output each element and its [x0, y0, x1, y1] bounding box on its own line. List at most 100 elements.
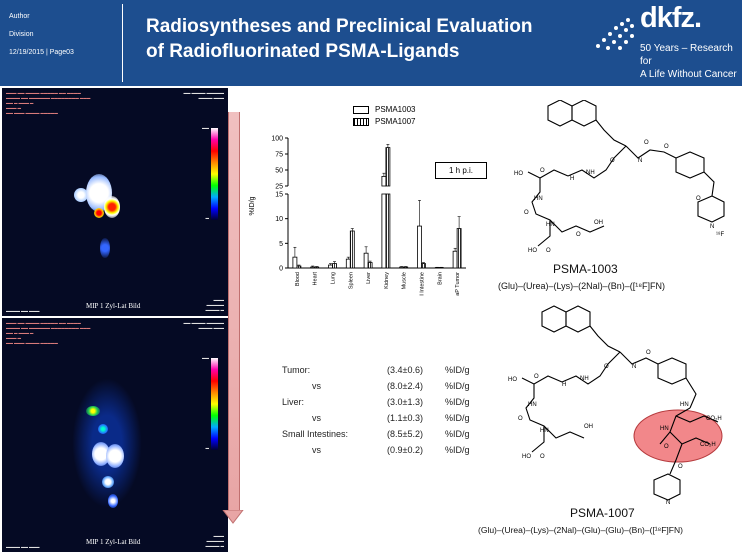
svg-text:HN: HN	[528, 402, 537, 408]
y-tick-label: 5	[279, 241, 283, 248]
stat-row: Liver: (3.0±1.3) %ID/g	[282, 397, 522, 413]
uptake-spot	[86, 406, 100, 416]
stat-value: (1.1±0.3)	[387, 413, 423, 423]
svg-text:¹⁸F: ¹⁸F	[716, 231, 725, 238]
stat-unit: %ID/g	[445, 445, 470, 455]
tagline-line-1: 50 Years – Research for	[640, 43, 733, 67]
svg-text:N: N	[638, 158, 642, 164]
svg-text:N: N	[632, 364, 636, 370]
svg-text:H: H	[570, 176, 574, 182]
svg-text:OH: OH	[594, 220, 603, 226]
legend-label: PSMA1007	[375, 117, 416, 126]
svg-text:HO: HO	[514, 171, 523, 177]
x-tick-label: Blood	[295, 272, 301, 286]
legend-swatch-hatched	[353, 118, 369, 126]
stat-row: vs (8.0±2.4) %ID/g	[282, 381, 522, 397]
stat-unit: %ID/g	[445, 429, 470, 439]
colorbar-min-mark: ▬	[205, 446, 210, 450]
svg-text:HN: HN	[540, 428, 549, 434]
stat-value: (8.5±5.2)	[387, 429, 423, 439]
svg-text:O: O	[546, 248, 551, 254]
bar	[349, 230, 355, 269]
svg-text:O: O	[540, 454, 545, 460]
scan-scale-text: ▬▬ ▬▬▬▬ ▬▬▬▬▬ ▬▬▬▬ ▬▬▬	[183, 321, 224, 330]
logo-dots-icon	[596, 16, 636, 50]
bar	[452, 250, 458, 269]
slide-title: Radiosyntheses and Preclinical Evaluatio…	[146, 14, 532, 64]
uptake-kidney-right	[106, 444, 124, 468]
svg-text:O: O	[678, 464, 683, 470]
scan-footer-right: ▬▬▬ ▬▬▬▬▬ ▬▬▬▬ ▬	[205, 298, 224, 312]
uptake-faint	[108, 494, 118, 508]
legend-label: PSMA1003	[375, 105, 416, 114]
uptake-faint	[100, 238, 110, 258]
stat-unit: %ID/g	[445, 397, 470, 407]
y-tick-label: 75	[275, 152, 283, 159]
bar	[421, 263, 426, 269]
svg-text:O: O	[576, 232, 581, 238]
header-divider	[122, 4, 123, 82]
header-bar: Author Division 12/19/2015 | Page03 Radi…	[0, 0, 742, 86]
bar	[381, 193, 387, 269]
svg-text:O: O	[664, 444, 669, 450]
pet-scan-psma1003: ▬▬▬ ▬▬ ▬▬▬▬ ▬▬▬▬▬ ▬▬ ▬▬▬▬ ▬▬▬▬ ▬▬ ▬▬▬▬▬▬…	[2, 88, 228, 316]
uptake-background	[72, 378, 142, 508]
scan-footer-text: ▬▬▬▬ ▬▬ ▬▬▬	[6, 545, 40, 549]
legend-item: PSMA1007	[353, 116, 415, 128]
chart-legend: PSMA1003 PSMA1007	[353, 104, 415, 128]
stat-value: (3.0±1.3)	[387, 397, 423, 407]
compound-sequence-psma1003: (Glu)–(Urea)–(Lys)–(2Nal)–(Bn)–([¹⁸F]FN)	[498, 281, 665, 291]
compound-name-psma1003: PSMA-1003	[553, 262, 618, 276]
compound-name-psma1007: PSMA-1007	[570, 506, 635, 520]
colorbar-min-mark: ▬	[205, 216, 210, 220]
stat-label: vs	[312, 445, 321, 455]
svg-text:NH: NH	[586, 170, 595, 176]
title-line-2: of Radiofluorinated PSMA-Ligands	[146, 41, 460, 62]
x-tick-label: Heart	[313, 272, 319, 286]
header-meta: Author Division 12/19/2015 | Page03	[9, 8, 74, 62]
x-tick-label: Spleen	[348, 272, 354, 289]
svg-text:HO: HO	[528, 248, 537, 254]
intensity-colorbar	[211, 358, 218, 450]
stat-label: vs	[312, 413, 321, 423]
comparison-arrow-bar	[228, 112, 240, 512]
svg-text:O: O	[604, 364, 609, 370]
legend-swatch-open	[353, 106, 369, 114]
svg-text:O: O	[610, 158, 615, 164]
date-page-label: 12/19/2015 | Page03	[9, 49, 74, 56]
svg-text:HN: HN	[534, 196, 543, 202]
stat-row: Tumor: (3.4±0.6) %ID/g	[282, 365, 522, 381]
scan-mip-label: MIP 1 Zyl-Lat Bild	[86, 538, 141, 546]
tagline-line-2: A Life Without Cancer	[640, 69, 737, 80]
y-tick-label: 0	[279, 266, 283, 273]
bar	[385, 147, 391, 187]
bar	[367, 262, 373, 269]
svg-text:O: O	[518, 416, 523, 422]
svg-text:HN: HN	[546, 222, 555, 228]
bar	[385, 193, 391, 269]
svg-text:OH: OH	[584, 424, 593, 430]
x-tick-label: LNCaP Tumor	[455, 272, 461, 296]
x-tick-label: Muscle	[402, 272, 408, 289]
bar	[328, 264, 333, 269]
uptake-spot	[98, 424, 108, 434]
dkfz-logo: dkfz.	[640, 2, 702, 34]
y-tick-label: 25	[275, 184, 283, 191]
bar	[296, 265, 302, 269]
bar	[456, 228, 462, 269]
scan-info-text: ▬▬▬ ▬▬ ▬▬▬▬ ▬▬▬▬▬ ▬▬ ▬▬▬▬ ▬▬▬▬ ▬▬ ▬▬▬▬▬▬…	[6, 321, 91, 345]
colorbar-max-mark: ▬▬	[202, 356, 209, 360]
uptake-kidney-left	[92, 442, 110, 466]
bar	[332, 263, 337, 269]
compound-sequence-psma1007: (Glu)–(Urea)–(Lys)–(2Nal)–(Glu)–(Glu)–(B…	[478, 525, 683, 535]
x-tick-label: Small Intestine	[420, 272, 426, 296]
uptake-stats: Tumor: (3.4±0.6) %ID/g vs (8.0±2.4) %ID/g Live…	[282, 365, 522, 461]
bar	[399, 266, 405, 269]
stat-unit: %ID/g	[445, 381, 470, 391]
x-tick-label: Liver	[366, 272, 372, 284]
stat-value: (0.9±0.2)	[387, 445, 423, 455]
bar	[403, 266, 409, 269]
